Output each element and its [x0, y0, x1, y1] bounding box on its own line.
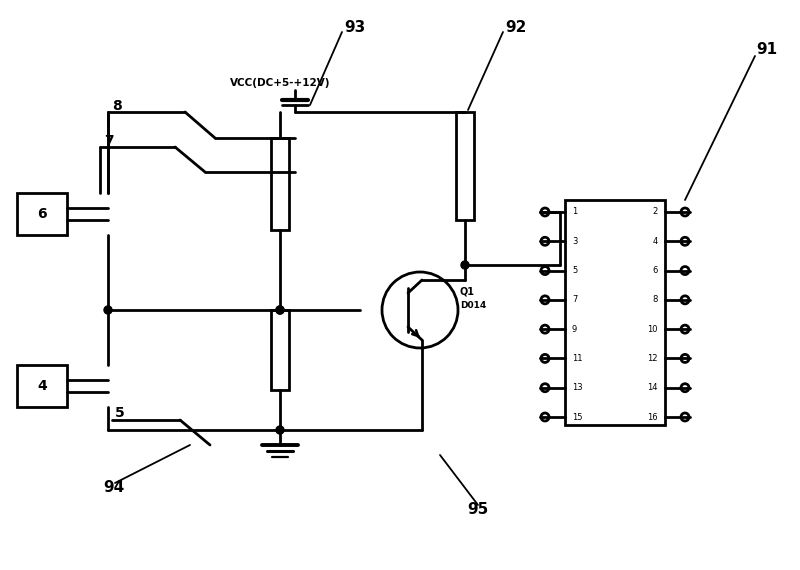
- Bar: [17, 365, 67, 407]
- Circle shape: [276, 306, 284, 314]
- Circle shape: [276, 306, 284, 314]
- Text: 1: 1: [572, 207, 578, 217]
- Text: D014: D014: [460, 302, 486, 311]
- Circle shape: [276, 426, 284, 434]
- Text: 91: 91: [757, 43, 778, 58]
- Text: 95: 95: [467, 503, 489, 518]
- Bar: [565, 200, 665, 425]
- Text: 5: 5: [572, 266, 578, 275]
- Text: 94: 94: [103, 481, 125, 495]
- Text: 9: 9: [572, 325, 578, 333]
- Text: 13: 13: [572, 383, 582, 392]
- Text: 8: 8: [653, 295, 658, 304]
- Text: 7: 7: [104, 134, 114, 148]
- Circle shape: [104, 306, 112, 314]
- Text: 7: 7: [572, 295, 578, 304]
- Text: 14: 14: [647, 383, 658, 392]
- Text: 93: 93: [344, 21, 366, 35]
- Text: 5: 5: [115, 406, 125, 420]
- Text: 16: 16: [647, 413, 658, 421]
- Bar: [271, 138, 289, 230]
- Text: 6: 6: [653, 266, 658, 275]
- Bar: [17, 193, 67, 235]
- Text: 11: 11: [572, 354, 582, 363]
- Text: 4: 4: [653, 237, 658, 246]
- Text: VCC(DC+5-+12V): VCC(DC+5-+12V): [230, 78, 330, 88]
- Text: 3: 3: [572, 237, 578, 246]
- Bar: [456, 112, 474, 220]
- Text: 10: 10: [647, 325, 658, 333]
- Text: Q1: Q1: [460, 287, 475, 297]
- Bar: [271, 310, 289, 390]
- Text: 4: 4: [37, 379, 47, 393]
- Text: 92: 92: [506, 21, 526, 35]
- Text: 6: 6: [37, 207, 47, 221]
- Text: 12: 12: [647, 354, 658, 363]
- Circle shape: [461, 261, 469, 269]
- Text: 15: 15: [572, 413, 582, 421]
- Text: 2: 2: [653, 207, 658, 217]
- Text: 8: 8: [112, 99, 122, 113]
